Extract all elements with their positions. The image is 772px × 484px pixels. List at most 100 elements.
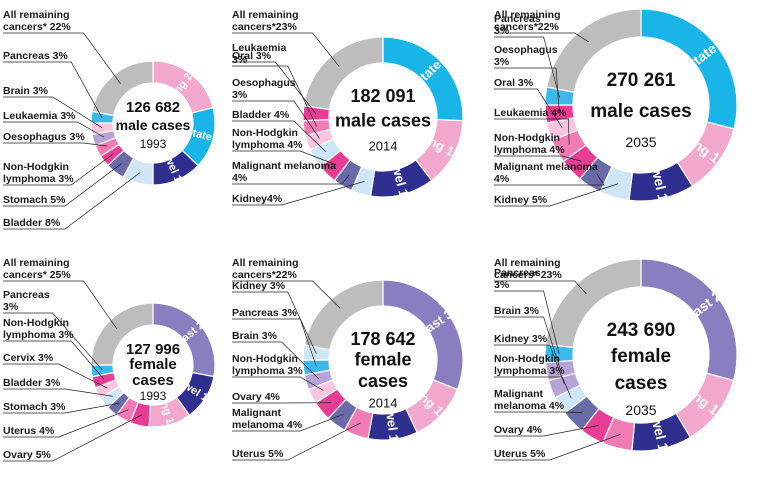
label-kidney-3: Kidney 3% bbox=[232, 280, 286, 292]
center-subject-line1: female bbox=[354, 349, 411, 369]
label-kidney-3: Kidney 3% bbox=[494, 333, 548, 345]
label-uterus-5: Uterus 5% bbox=[494, 448, 546, 460]
leader-line-malignant-melanoma-4 bbox=[494, 174, 605, 186]
label-pancreas-3: Pancreas 3% bbox=[494, 267, 541, 291]
label-non-hodgkin-lymphoma-3: Non-Hodgkin lymphoma 3% bbox=[494, 353, 565, 377]
slice-all-remaining-cancers-22 bbox=[303, 279, 384, 351]
leader-line-bladder-3 bbox=[3, 388, 113, 397]
leader-line-uterus-5 bbox=[232, 422, 361, 461]
center-case-count: 127 996 bbox=[126, 341, 180, 358]
label-stomach-3: Stomach 3% bbox=[3, 401, 66, 413]
slice-all-remaining-cancers-22 bbox=[545, 8, 642, 93]
donut-chart-4: Breast 28%Bowel 12%Lung 11%Ovary 5%Uteru… bbox=[3, 257, 224, 462]
label-bladder-8: Bladder 8% bbox=[3, 217, 61, 229]
leader-line-all-remaining-cancers-25 bbox=[3, 280, 118, 330]
label-uterus-4: Uterus 4% bbox=[3, 425, 55, 437]
donut-chart-1: Lung 21%Prostate 16%Bowel 13%Bladder 8%S… bbox=[3, 9, 238, 230]
leader-line-leukaemia-3 bbox=[232, 65, 317, 127]
center-year: 2014 bbox=[369, 396, 398, 411]
label-all-remaining-cancers-22: All remaining cancers* 22% bbox=[3, 9, 71, 33]
label-oesophagus-3: Oesophagus 3% bbox=[232, 77, 296, 101]
leader-line-uterus-5 bbox=[494, 434, 621, 461]
label-brain-3: Brain 3% bbox=[232, 330, 278, 342]
center-case-count: 126 682 bbox=[126, 99, 180, 116]
leader-line-brain-3 bbox=[232, 341, 319, 379]
leader-line-bladder-4 bbox=[232, 120, 326, 152]
label-stomach-5: Stomach 5% bbox=[3, 194, 66, 206]
donut-chart-2: Prostate 26%Lung 14%Bowel 13%Kidney4%Mal… bbox=[232, 9, 474, 217]
label-ovary-4: Ovary 4% bbox=[232, 391, 281, 403]
center-case-count: 243 690 bbox=[607, 320, 676, 341]
leader-line-leukaemia-4 bbox=[494, 118, 570, 145]
label-malignant-melanoma-4: Malignant melanoma 4% bbox=[494, 388, 565, 412]
donut-chart-5: Breast 31%Lung 12%Bowel 10%Uterus 5%Mali… bbox=[232, 257, 471, 461]
leader-line-all-remaining-cancers-23 bbox=[232, 32, 340, 67]
leader-line-oesophagus-3 bbox=[494, 67, 560, 113]
slice-all-remaining-cancers-23 bbox=[544, 258, 642, 349]
label-leukaemia-4: Leukaemia 4% bbox=[494, 107, 567, 119]
label-pancreas-3: Pancreas 3% bbox=[3, 50, 68, 62]
leader-line-oral-3 bbox=[494, 88, 563, 129]
donut-chart-6: Breast 29%Lung 12%Bowel 10%Uterus 5%Ovar… bbox=[494, 257, 741, 473]
leader-line-cervix-3 bbox=[3, 363, 108, 389]
leader-line-malignant-melanoma-4 bbox=[232, 413, 344, 432]
label-non-hodgkin-lymphoma-3: Non-Hodgkin lymphoma 3% bbox=[3, 161, 74, 185]
label-ovary-5: Ovary 5% bbox=[3, 449, 52, 461]
leader-line-ovary-5 bbox=[3, 414, 143, 462]
label-brain-3: Brain 3% bbox=[3, 85, 49, 97]
label-oesophagus-3: Oesophagus 3% bbox=[494, 44, 558, 68]
slice-all-remaining-cancers-23 bbox=[303, 36, 384, 111]
leader-line-leukaemia-3 bbox=[3, 121, 105, 138]
center-subject-line1: female bbox=[611, 346, 671, 367]
leader-line-ovary-4 bbox=[494, 425, 599, 437]
leader-line-pancreas-3 bbox=[3, 312, 103, 371]
center-subject-line1: female bbox=[129, 356, 177, 373]
label-all-remaining-cancers-25: All remaining cancers* 25% bbox=[3, 257, 71, 281]
label-pancreas-3: Pancreas 3% bbox=[494, 13, 541, 37]
label-all-remaining-cancers-23: All remaining cancers*23% bbox=[232, 9, 299, 33]
label-pancreas-3: Pancreas 3% bbox=[3, 289, 50, 313]
label-leukaemia-3: Leukaemia 3% bbox=[232, 42, 286, 66]
leader-line-kidney-3 bbox=[494, 344, 565, 385]
leader-line-all-remaining-cancers-22 bbox=[232, 280, 341, 309]
leader-line-non-hodgkin-lymphoma-3 bbox=[232, 376, 324, 391]
leader-line-pancreas-3 bbox=[494, 290, 560, 354]
center-subject-line2: cases bbox=[358, 371, 408, 391]
leader-line-all-remaining-cancers-23 bbox=[494, 280, 587, 295]
label-uterus-5: Uterus 5% bbox=[232, 448, 284, 460]
leader-line-malignant-melanoma-4 bbox=[232, 174, 350, 185]
center-subject: male cases bbox=[335, 111, 431, 131]
label-all-remaining-cancers-22: All remaining cancers*22% bbox=[232, 257, 299, 281]
label-oral-3: Oral 3% bbox=[232, 50, 272, 62]
leader-line-all-remaining-cancers-22 bbox=[494, 32, 589, 43]
center-subject: male cases bbox=[116, 117, 191, 133]
label-all-remaining-cancers-22: All remaining cancers*22% bbox=[494, 9, 561, 33]
label-leukaemia-3: Leukaemia 3% bbox=[3, 110, 76, 122]
leader-line-pancreas-3 bbox=[494, 36, 560, 98]
label-malignant-melanoma-4: Malignant melanoma 4% bbox=[494, 161, 598, 185]
label-cervix-3: Cervix 3% bbox=[3, 352, 54, 364]
center-year: 1993 bbox=[140, 389, 167, 403]
leader-line-kidney-3 bbox=[232, 291, 317, 354]
slice-all-remaining-cancers-25 bbox=[90, 302, 154, 366]
leader-line-oesophagus-3 bbox=[3, 142, 108, 147]
leader-line-brain-3 bbox=[494, 316, 561, 370]
label-non-hodgkin-lymphoma-3: Non-Hodgkin lymphoma 3% bbox=[232, 353, 303, 377]
leader-line-stomach-3 bbox=[3, 402, 120, 414]
leader-line-malignant-melanoma-4 bbox=[494, 411, 583, 413]
label-bladder-3: Bladder 3% bbox=[3, 377, 61, 389]
label-malignant-melanoma-4: Malignant melanoma 4% bbox=[232, 160, 336, 184]
center-subject: male cases bbox=[590, 101, 691, 122]
label-kidney-5: Kidney 5% bbox=[494, 194, 548, 206]
label-all-remaining-cancers-23: All remaining cancers* 23% bbox=[494, 257, 562, 281]
center-year: 1993 bbox=[140, 137, 167, 151]
label-oesophagus-3: Oesophagus 3% bbox=[3, 131, 85, 143]
donut-chart-3: Prostate 29%Lung 12%Bowel 11%Kidney 5%Ma… bbox=[494, 8, 745, 222]
leader-line-bladder-8 bbox=[3, 172, 141, 230]
label-ovary-4: Ovary 4% bbox=[494, 424, 543, 436]
leader-line-non-hodgkin-lymphoma-4 bbox=[494, 155, 582, 162]
leader-line-non-hodgkin-lymphoma-3 bbox=[494, 376, 572, 399]
leader-line-pancreas-3 bbox=[3, 61, 103, 119]
leader-line-non-hodgkin-lymphoma-3 bbox=[3, 340, 105, 380]
center-year: 2035 bbox=[625, 402, 656, 418]
